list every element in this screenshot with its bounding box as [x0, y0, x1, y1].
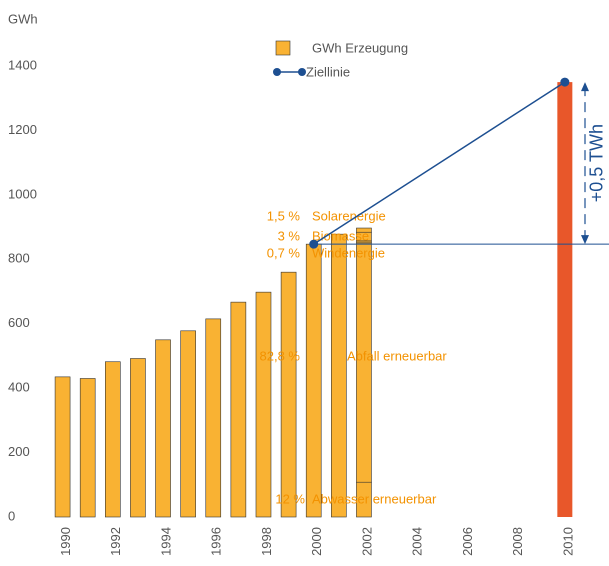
- y-tick-label: 1000: [8, 186, 37, 201]
- bar: [331, 233, 347, 518]
- bar: [230, 301, 247, 518]
- segment-name: Solarenergie: [312, 208, 386, 223]
- segment-share: 1,5 %: [267, 208, 301, 223]
- stack-segment: [356, 227, 372, 233]
- legend-dot: [298, 68, 306, 76]
- legend-dot: [273, 68, 281, 76]
- segment-share: 3 %: [278, 228, 301, 243]
- x-tick-label: 1990: [58, 527, 73, 556]
- legend-label: Ziellinie: [306, 64, 350, 79]
- bar: [255, 291, 272, 518]
- y-tick-label: 0: [8, 508, 15, 523]
- segment-name: Abfall erneuerbar: [347, 348, 447, 363]
- y-tick-label: 800: [8, 251, 30, 266]
- arrow-head: [581, 235, 589, 245]
- x-tick-label: 1994: [158, 527, 173, 556]
- segment-name: Biomasse: [312, 228, 369, 243]
- segment-share: 0,7 %: [267, 245, 301, 260]
- bar: [79, 378, 96, 518]
- target-point: [560, 77, 570, 87]
- bar: [180, 330, 196, 518]
- x-tick-label: 2010: [560, 527, 575, 556]
- y-tick-label: 200: [8, 444, 30, 459]
- x-tick-label: 1996: [209, 527, 224, 556]
- y-tick-label: 1400: [8, 57, 37, 72]
- target-point: [309, 239, 319, 249]
- segment-share: 12 %: [275, 491, 305, 506]
- legend-swatch: [275, 40, 291, 56]
- bar: [130, 358, 146, 518]
- bar: [155, 339, 171, 518]
- x-tick-label: 2002: [359, 527, 374, 556]
- segment-name: Abwasser erneuerbar: [312, 491, 437, 506]
- x-tick-label: 2004: [410, 527, 425, 556]
- y-tick-label: 600: [8, 315, 30, 330]
- target-bar: [557, 82, 573, 517]
- bar: [105, 361, 121, 518]
- bar: [54, 376, 71, 518]
- target-line: [313, 81, 566, 245]
- x-tick-label: 2008: [510, 527, 525, 556]
- x-tick-label: 1992: [108, 527, 123, 556]
- x-tick-label: 2000: [309, 527, 324, 556]
- bar: [205, 318, 222, 518]
- legend-label: GWh Erzeugung: [312, 40, 408, 55]
- arrow-head: [581, 82, 589, 92]
- bar: [305, 243, 322, 518]
- y-axis-label: GWh: [8, 11, 38, 26]
- y-tick-label: 400: [8, 380, 30, 395]
- x-tick-label: 1998: [259, 527, 274, 556]
- x-tick-label: 2006: [460, 527, 475, 556]
- segment-name: Windenergie: [312, 245, 385, 260]
- bar: [280, 271, 297, 518]
- y-tick-label: 1200: [8, 122, 37, 137]
- segment-share: 82,8 %: [260, 348, 301, 363]
- annotation: +0,5 TWh: [587, 124, 607, 202]
